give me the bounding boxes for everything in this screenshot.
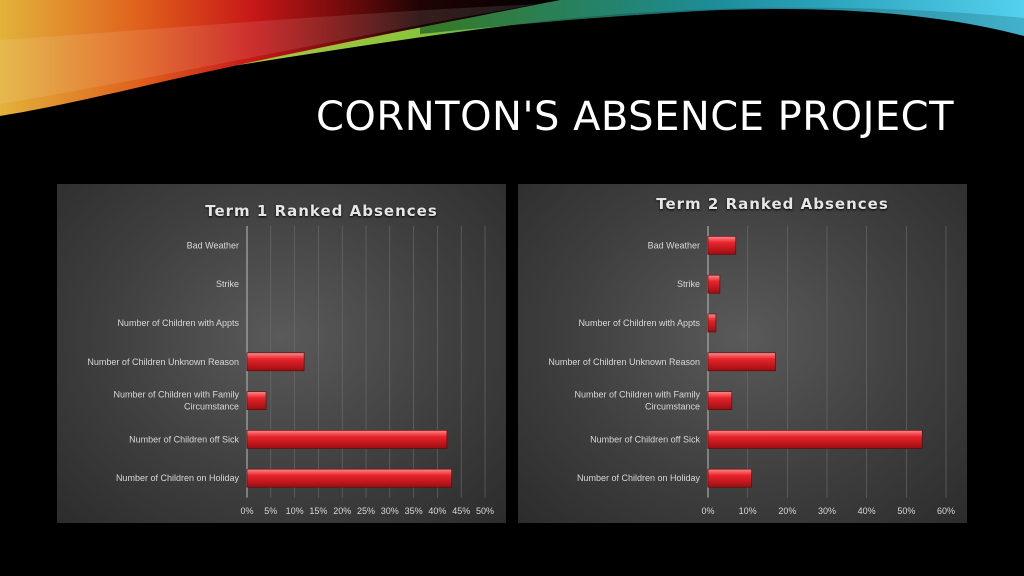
x-tick-label: 40% (428, 506, 446, 516)
x-tick-label: 15% (309, 506, 327, 516)
y-tick-label: Number of Children with Appts (578, 318, 700, 328)
decorative-swoosh-banner (0, 0, 1024, 116)
chart-panel-term-1: Term 1 Ranked Absences 0% 5% 10% 15% 20% 25% 3… (57, 184, 506, 523)
x-tick-label: 0% (701, 506, 714, 516)
y-tick-label: Number of Children with Family (113, 390, 239, 400)
chart-title: Term 1 Ranked Absences (205, 202, 438, 220)
y-tick-label: Circumstance (645, 402, 700, 412)
y-tick-label: Strike (677, 279, 700, 289)
x-tick-label: 60% (937, 506, 955, 516)
y-tick-label: Circumstance (184, 402, 239, 412)
x-tick-label: 10% (286, 506, 304, 516)
x-tick-label: 5% (264, 506, 277, 516)
x-tick-label: 20% (778, 506, 796, 516)
y-tick-label: Number of Children off Sick (129, 434, 239, 444)
chart-panel-term-2: Term 2 Ranked Absences 0% 10% 20% 30% 40% 50%… (518, 184, 967, 523)
bar (707, 430, 923, 449)
x-tick-label: 10% (739, 506, 757, 516)
x-tick-label: 45% (452, 506, 470, 516)
x-tick-label: 30% (818, 506, 836, 516)
y-tick-label: Number of Children with Family (574, 390, 700, 400)
x-tick-label: 40% (858, 506, 876, 516)
bar-chart-term-2: 0% 10% 20% 30% 40% 50% 60% Bad Weather Strike Num… (548, 226, 955, 516)
x-tick-label: 30% (381, 506, 399, 516)
bar (707, 274, 721, 294)
y-tick-label: Strike (216, 279, 239, 289)
bar (246, 468, 452, 488)
x-tick-label: 20% (333, 506, 351, 516)
chart-title: Term 2 Ranked Absences (656, 195, 889, 213)
y-tick-label: Bad Weather (648, 240, 700, 250)
x-tick-label: 35% (405, 506, 423, 516)
bar-chart-term-1: 0% 5% 10% 15% 20% 25% 30% 35% 40% 45% 50% Bad Weath… (87, 226, 494, 516)
bar (246, 391, 267, 410)
y-tick-label: Number of Children with Appts (117, 318, 239, 328)
bar (707, 468, 752, 488)
y-tick-label: Number of Children on Holiday (116, 473, 240, 483)
x-tick-label: 25% (357, 506, 375, 516)
y-tick-label: Number of Children off Sick (590, 434, 700, 444)
x-tick-label: 0% (240, 506, 253, 516)
y-tick-label: Number of Children Unknown Reason (548, 357, 700, 367)
x-tick-label: 50% (897, 506, 915, 516)
y-tick-label: Number of Children on Holiday (577, 473, 701, 483)
bar (246, 352, 305, 372)
y-tick-label: Number of Children Unknown Reason (87, 357, 239, 367)
slide-title: CORNTON'S ABSENCE PROJECT (316, 94, 955, 140)
bar (246, 430, 448, 449)
bar (707, 352, 776, 372)
bar (707, 391, 733, 410)
bar (707, 236, 737, 255)
bar (707, 313, 717, 333)
y-tick-label: Bad Weather (187, 240, 239, 250)
x-tick-label: 50% (476, 506, 494, 516)
